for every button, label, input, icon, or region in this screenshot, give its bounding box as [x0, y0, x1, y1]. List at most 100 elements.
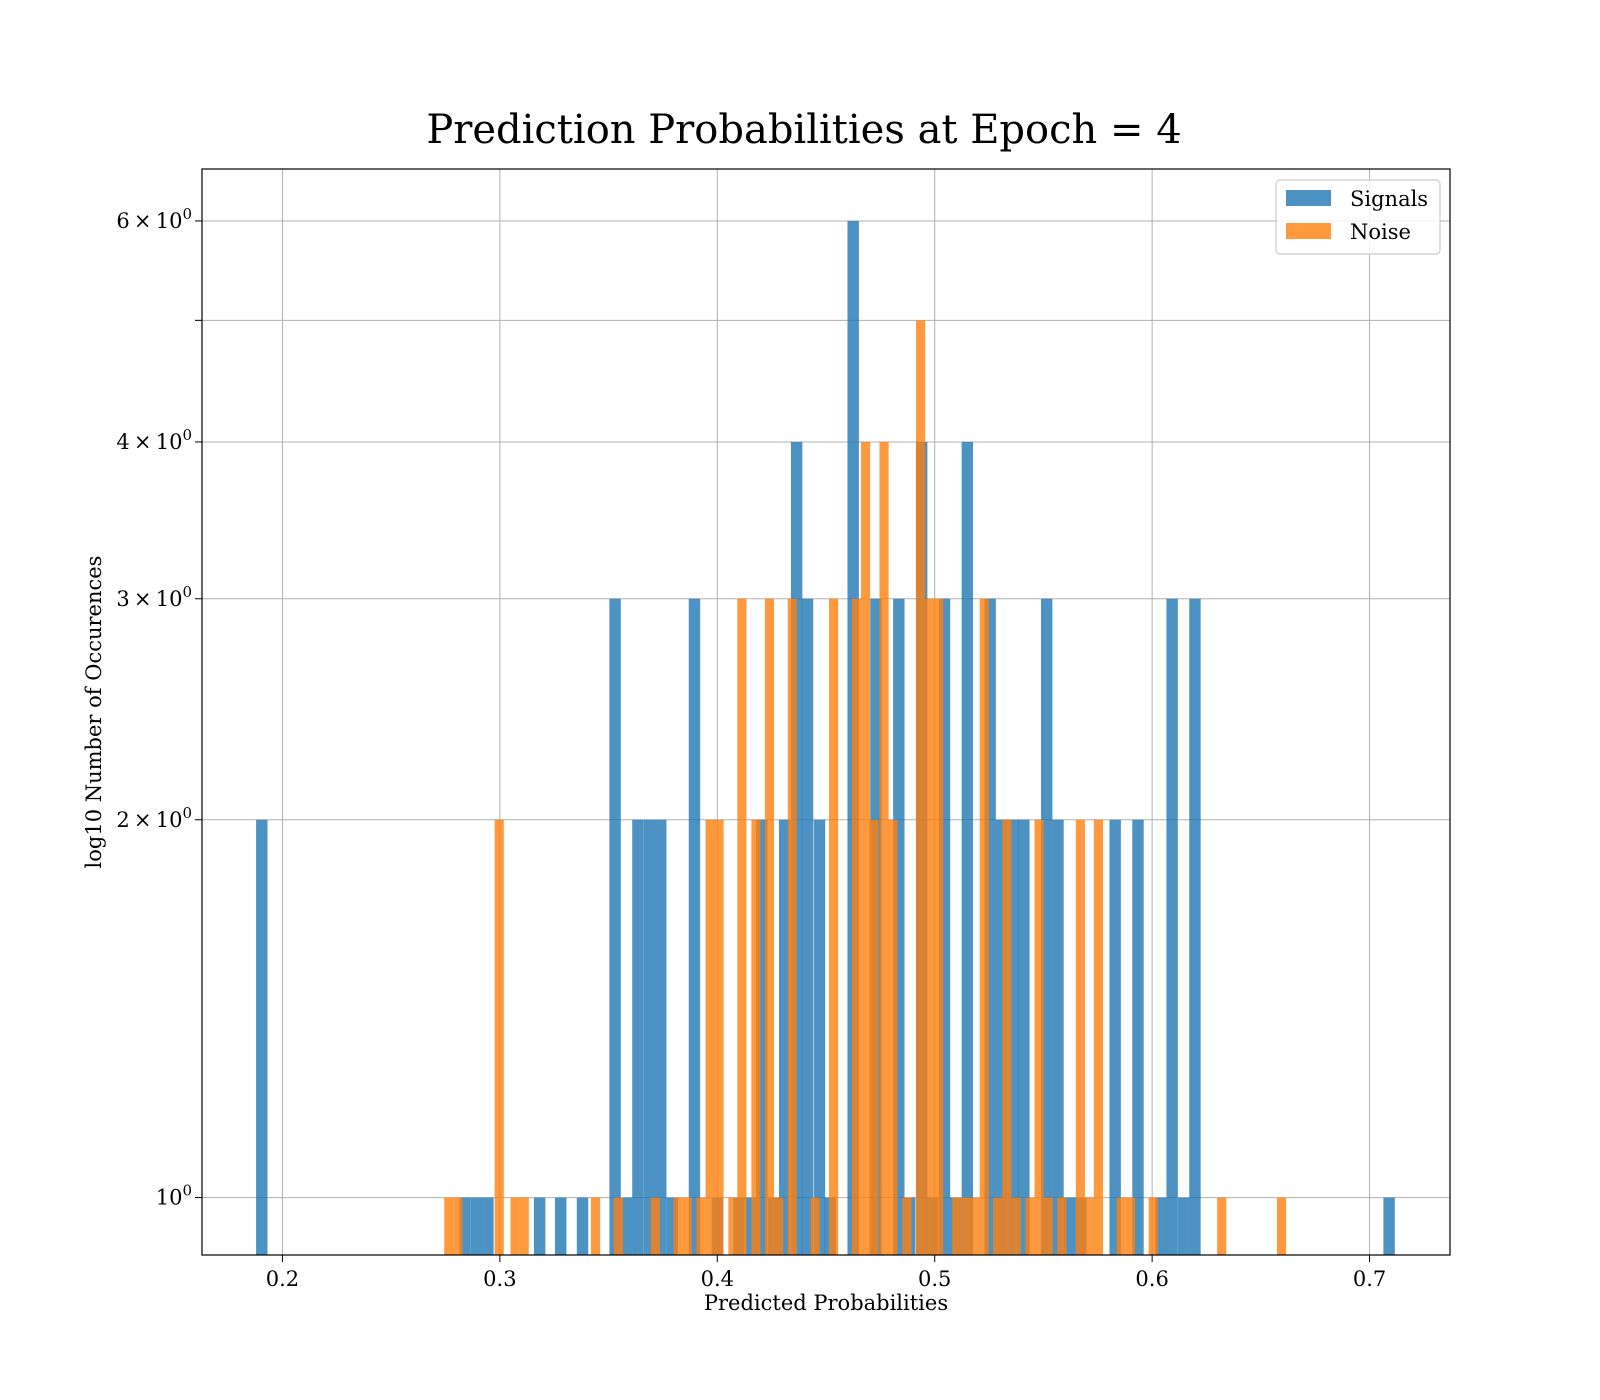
- noise-bar: [1217, 1197, 1227, 1255]
- noise-bar: [787, 598, 797, 1255]
- signals-bar: [632, 819, 644, 1255]
- signals-bar: [995, 819, 1008, 1255]
- legend-swatch-noise: [1286, 223, 1331, 239]
- noise-bar: [888, 819, 898, 1255]
- y-axis-ticks: 100 2 × 100 3 × 100 4 × 100 6 × 100: [116, 205, 202, 1210]
- noise-bar: [879, 441, 889, 1255]
- noise-bar: [1043, 1197, 1053, 1255]
- noise-bar: [916, 320, 926, 1255]
- signals-bar: [1007, 819, 1019, 1255]
- noise-bar: [925, 598, 935, 1255]
- signals-bar: [1177, 1197, 1190, 1255]
- signals-bar: [609, 598, 621, 1255]
- signals-bar: [1189, 598, 1201, 1255]
- y-tick-label: 100: [156, 1182, 192, 1210]
- noise-bar: [1075, 819, 1085, 1255]
- noise-bar: [861, 441, 871, 1255]
- x-tick-label: 0.5: [918, 1267, 951, 1291]
- signals-bar: [893, 598, 905, 1255]
- noise-bar: [519, 1197, 529, 1255]
- noise-bar: [1116, 1197, 1126, 1255]
- y-tick-label: 3 × 100: [116, 583, 192, 611]
- signals-bar: [1052, 819, 1064, 1255]
- noise-bar: [902, 1197, 912, 1255]
- noise-bar: [1276, 1197, 1287, 1255]
- noise-bar: [510, 1197, 520, 1255]
- noise-bar: [1148, 1197, 1158, 1255]
- signals-bar: [1166, 598, 1178, 1255]
- signals-bar: [533, 1197, 546, 1255]
- signals-bar: [938, 598, 951, 1255]
- noise-bar: [751, 819, 761, 1255]
- noise-bar: [453, 1197, 463, 1255]
- noise-bar: [934, 598, 944, 1255]
- y-tick-label: 4 × 100: [116, 426, 192, 454]
- signals-bar: [756, 819, 768, 1255]
- plot-area: [202, 169, 1450, 1255]
- signals-bar: [1109, 819, 1121, 1255]
- noise-bar: [494, 819, 504, 1255]
- signals-bar: [1040, 598, 1053, 1255]
- x-tick-label: 0.3: [483, 1267, 516, 1291]
- noise-bar: [1093, 819, 1103, 1255]
- noise-bar: [774, 1197, 784, 1255]
- noise-bar: [952, 1197, 962, 1255]
- signals-bar: [482, 1197, 494, 1255]
- signals-bar: [643, 819, 656, 1255]
- signals-bar: [470, 1197, 483, 1255]
- noise-bar: [673, 1197, 683, 1255]
- noise-bar: [613, 1197, 623, 1255]
- x-tick-label: 0.4: [701, 1267, 734, 1291]
- signals-bar: [666, 1197, 678, 1255]
- noise-bar: [682, 1197, 692, 1255]
- noise-bar: [1011, 1197, 1021, 1255]
- chart-title: Prediction Probabilities at Epoch = 4: [426, 107, 1181, 153]
- noise-bar: [444, 1197, 454, 1255]
- plot-frame: [201, 168, 1451, 1256]
- legend-label-signals: Signals: [1350, 187, 1428, 211]
- signals-bar: [576, 1197, 589, 1255]
- y-tick-label: 6 × 100: [116, 205, 192, 233]
- x-axis-label: Predicted Probabilities: [704, 1291, 948, 1315]
- noise-bar: [979, 598, 989, 1255]
- signals-bar: [961, 441, 974, 1255]
- legend-swatch-signals: [1286, 190, 1331, 206]
- signals-bar: [1132, 819, 1144, 1255]
- noise-bar: [970, 1197, 980, 1255]
- noise-bars: [444, 320, 1287, 1255]
- noise-bar: [1125, 1197, 1135, 1255]
- noise-bar: [650, 1197, 660, 1255]
- noise-bar: [1002, 819, 1012, 1255]
- signals-bar: [1018, 819, 1030, 1255]
- noise-bar: [764, 598, 775, 1255]
- signals-bar: [1063, 1197, 1076, 1255]
- signals-bar: [778, 819, 791, 1255]
- noise-bar: [1034, 819, 1044, 1255]
- noise-bar: [737, 598, 747, 1255]
- noise-bar: [961, 1197, 971, 1255]
- legend: Signals Noise: [1275, 179, 1441, 255]
- signals-bar: [459, 1197, 471, 1255]
- signals-bar: [620, 1197, 633, 1255]
- y-axis-label: log10 Number of Occurences: [82, 556, 106, 869]
- y-tick-label: 2 × 100: [116, 804, 192, 832]
- signals-bar: [1383, 1197, 1395, 1255]
- signals-bar: [813, 819, 826, 1255]
- signals-bar: [555, 1197, 567, 1255]
- signals-bar: [688, 598, 701, 1255]
- signals-bar: [1155, 1197, 1167, 1255]
- noise-bar: [869, 819, 879, 1255]
- x-axis-ticks: 0.2 0.3 0.4 0.5 0.6 0.7: [266, 1255, 1386, 1291]
- noise-bar: [829, 598, 839, 1255]
- noise-bar: [590, 1197, 601, 1255]
- signals-bar: [984, 598, 996, 1255]
- noise-bar: [851, 598, 862, 1255]
- noise-bar: [705, 819, 715, 1255]
- grid-lines: [202, 169, 1450, 1255]
- signals-bar: [801, 598, 814, 1255]
- noise-bar: [728, 1197, 738, 1255]
- x-tick-label: 0.2: [266, 1267, 299, 1291]
- noise-bar: [1025, 1197, 1035, 1255]
- signals-bar: [655, 819, 667, 1255]
